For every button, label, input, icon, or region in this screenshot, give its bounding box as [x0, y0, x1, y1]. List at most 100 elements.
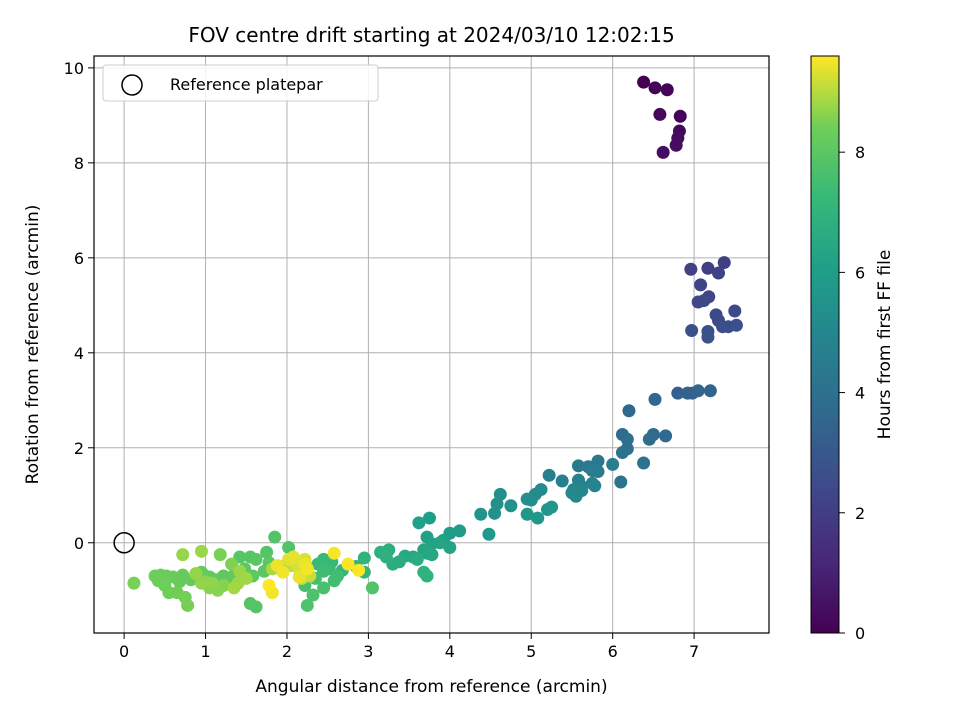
data-point — [701, 261, 715, 275]
x-tick-label: 2 — [282, 642, 292, 661]
data-point — [205, 576, 219, 590]
data-point — [425, 548, 439, 562]
data-point — [684, 262, 698, 276]
y-tick-label: 0 — [74, 534, 84, 553]
data-point — [453, 524, 467, 538]
y-tick-label: 4 — [74, 344, 84, 363]
data-point — [620, 432, 634, 446]
data-point — [637, 456, 651, 470]
data-point — [569, 489, 583, 503]
data-point — [504, 499, 518, 513]
x-tick-label: 4 — [445, 642, 455, 661]
data-point — [300, 598, 314, 612]
data-point — [268, 530, 282, 544]
data-point — [717, 256, 731, 270]
colorbar-tick-label: 0 — [855, 624, 865, 643]
data-point — [433, 536, 447, 550]
data-point — [194, 544, 208, 558]
data-point — [685, 323, 699, 337]
x-tick-label: 1 — [200, 642, 210, 661]
data-point — [520, 492, 534, 506]
data-point — [194, 576, 208, 590]
colorbar-tick-label: 4 — [855, 384, 865, 403]
axis-ticks: 0 1 2 3 4 5 6 7 0 2 4 6 8 10 — [64, 59, 700, 661]
data-point — [227, 581, 241, 595]
data-point — [262, 579, 276, 593]
data-point — [694, 278, 708, 292]
y-tick-label: 6 — [74, 249, 84, 268]
data-point — [606, 457, 620, 471]
colorbar-tick-label: 2 — [855, 504, 865, 523]
data-point — [341, 557, 355, 571]
data-point — [276, 565, 290, 579]
data-point — [176, 548, 190, 562]
reference-platepar-marker — [113, 532, 135, 554]
data-point — [571, 459, 585, 473]
data-point — [669, 138, 683, 152]
legend-box — [102, 64, 379, 102]
x-tick-label: 7 — [689, 642, 699, 661]
data-point — [673, 109, 687, 123]
legend: Reference platepar — [102, 64, 379, 102]
data-point — [412, 516, 426, 530]
data-point — [697, 294, 711, 308]
data-point — [712, 266, 726, 280]
chart-title: FOV centre drift starting at 2024/03/10 … — [188, 23, 674, 47]
data-point — [379, 550, 393, 564]
data-point — [703, 384, 717, 398]
data-point — [420, 569, 434, 583]
data-point — [729, 318, 743, 332]
data-point — [352, 563, 366, 577]
data-point — [691, 384, 705, 398]
data-point — [653, 107, 667, 121]
colorbar-ticks: 0 2 4 6 8 — [839, 143, 865, 643]
data-point — [488, 506, 502, 520]
data-point — [189, 567, 203, 581]
data-point — [642, 432, 656, 446]
data-point — [622, 404, 636, 418]
y-tick-label: 8 — [74, 154, 84, 173]
colorbar-tick-label: 8 — [855, 143, 865, 162]
data-point — [474, 507, 488, 521]
legend-entry-reference: Reference platepar — [170, 75, 323, 94]
data-point — [648, 81, 662, 95]
data-point — [555, 474, 569, 488]
data-point — [127, 576, 141, 590]
data-point — [482, 527, 496, 541]
data-point — [520, 507, 534, 521]
data-points — [127, 75, 743, 614]
colorbar: 0 2 4 6 8 Hours from first FF file — [810, 55, 895, 643]
data-point — [541, 503, 555, 517]
data-point — [671, 386, 685, 400]
data-point — [542, 468, 556, 482]
data-point — [249, 552, 263, 566]
data-point — [443, 541, 457, 555]
data-point — [239, 571, 253, 585]
plot-frame — [93, 55, 770, 634]
data-point — [306, 588, 320, 602]
x-tick-label: 3 — [363, 642, 373, 661]
y-tick-label: 2 — [74, 439, 84, 458]
data-point — [181, 598, 195, 612]
data-point — [286, 550, 300, 564]
data-point — [728, 304, 742, 318]
data-point — [614, 475, 628, 489]
data-point — [659, 429, 673, 443]
data-point — [588, 479, 602, 493]
x-axis-label: Angular distance from reference (arcmin) — [255, 677, 607, 697]
data-point — [648, 392, 662, 406]
x-tick-label: 6 — [608, 642, 618, 661]
data-point — [357, 551, 371, 565]
data-point — [410, 552, 424, 566]
x-tick-label: 0 — [119, 642, 129, 661]
data-point — [701, 330, 715, 344]
colorbar-label: Hours from first FF file — [875, 250, 895, 440]
data-point — [615, 446, 629, 460]
data-point — [531, 511, 545, 525]
grid-lines — [94, 56, 769, 633]
data-point — [656, 145, 670, 159]
data-point — [317, 581, 331, 595]
data-point — [660, 83, 674, 97]
legend-marker-reference — [121, 74, 143, 96]
data-point — [327, 546, 341, 560]
